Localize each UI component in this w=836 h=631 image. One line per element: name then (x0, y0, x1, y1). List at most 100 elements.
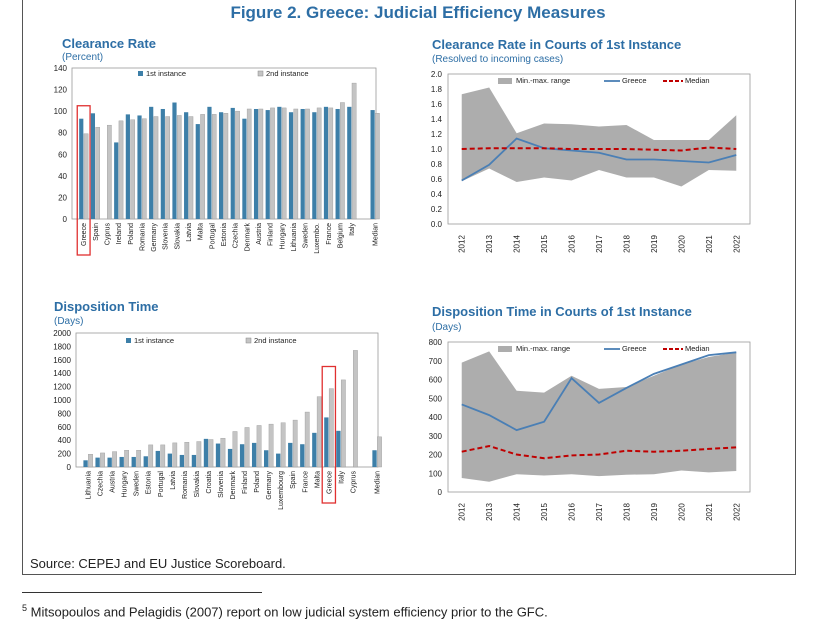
clearance_trend-xtick-label: 2021 (705, 235, 714, 253)
clearance-bar-first-instance (300, 108, 305, 219)
disposition-bar-second-instance (196, 441, 202, 468)
clearance-category-label: France (326, 223, 333, 245)
disposition-bar-first-instance (119, 456, 124, 467)
disposition-category-label: Czechia (98, 471, 105, 496)
clearance_trend-greece-line (461, 137, 737, 182)
clearance-bar-second-instance (165, 116, 170, 220)
disposition-bar-second-instance (112, 451, 117, 468)
clearance-trend-subtitle: (Resolved to incoming cases) (432, 54, 564, 65)
figure-frame (22, 0, 796, 575)
clearance-category-label: Cyprus (104, 223, 111, 246)
disposition-bar-first-instance (227, 448, 233, 467)
disposition-bar-second-instance (328, 388, 334, 468)
clearance-category-label: Spain (93, 223, 100, 241)
clearance-category-label: Czechia (233, 223, 240, 248)
clearance-legend-swatch-first (138, 71, 143, 76)
clearance_trend-xtick-label: 2012 (458, 235, 467, 253)
clearance-ytick-label: 100 (54, 107, 68, 116)
clearance-title: Clearance Rate (62, 36, 156, 51)
disposition-ytick-label: 600 (58, 423, 72, 432)
disposition_trend-xtick-label: 2016 (568, 503, 577, 521)
clearance_trend-ytick-label: 1.6 (431, 100, 443, 109)
clearance-category-label: Lithuania (291, 223, 298, 252)
disposition-category-label: Hungary (122, 471, 129, 498)
disposition-ytick-label: 1200 (53, 383, 71, 392)
disposition-bar-first-instance (288, 442, 293, 467)
clearance-category-label: Belgium (338, 223, 345, 248)
clearance-bar-first-instance (265, 110, 270, 219)
disposition_trend-ytick-label: 500 (429, 394, 443, 403)
disposition-ytick-label: 400 (58, 436, 72, 445)
clearance-bar-second-instance (211, 114, 217, 220)
disposition_trend-range-band (461, 351, 737, 482)
clearance_trend-range-band (461, 87, 737, 187)
clearance-bar-second-instance (235, 110, 240, 220)
disposition-bar-first-instance (215, 443, 221, 467)
disposition-category-label: France (302, 471, 309, 493)
clearance-category-label: Poland (128, 223, 135, 245)
disposition-category-label: Latvia (170, 471, 177, 490)
clearance-category-label: Italy (349, 223, 356, 236)
clearance-ytick-label: 40 (58, 172, 67, 181)
disposition_trend-median-line (461, 445, 737, 460)
disposition-category-label: Slovenia (218, 471, 225, 498)
disposition-category-label: Median (375, 471, 382, 494)
disposition-ytick-label: 200 (58, 450, 72, 459)
clearance-bar-first-instance (347, 106, 352, 219)
disposition-greece-highlight (321, 365, 337, 504)
clearance-chart: 0 20 40 60 80 100 120 140 Greece Spain Cyprus Irela… (54, 64, 380, 256)
clearance-category-label: Slovenia (163, 223, 170, 250)
disposition_trend-xtick-label: 2012 (458, 503, 467, 521)
clearance-category-label: Denmark (244, 223, 251, 252)
clearance-ytick-label: 80 (58, 129, 67, 138)
disposition-legend-label-first: 1st instance (134, 336, 174, 345)
clearance-bar-second-instance (130, 119, 135, 220)
disposition-trend-title: Disposition Time in Courts of 1st Instan… (432, 304, 692, 319)
clearance_trend-ytick-label: 0.2 (431, 205, 443, 214)
disposition-bar-first-instance (324, 417, 329, 467)
clearance_trend-xtick-label: 2022 (732, 235, 741, 253)
disposition-category-label: Austria (110, 471, 117, 493)
disposition-bar-second-instance (220, 437, 226, 468)
clearance-legend-label-first: 1st instance (146, 69, 186, 78)
disposition-category-label: Portugal (158, 471, 165, 498)
clearance-category-label: Hungary (279, 223, 286, 250)
clearance-ytick-label: 20 (58, 193, 67, 202)
clearance-bar-first-instance (230, 107, 235, 219)
figure-title: Figure 2. Greece: Judicial Efficiency Me… (230, 3, 606, 22)
clearance_trend-ytick-label: 2.0 (431, 70, 443, 79)
disposition-trend-subtitle: (Days) (432, 322, 462, 333)
clearance-category-label: Finland (268, 223, 275, 246)
clearance-bar-second-instance (107, 124, 112, 220)
source-note: Source: CEPEJ and EU Justice Scoreboard. (30, 556, 286, 571)
disposition-category-label: Malta (314, 471, 321, 488)
disposition-legend-label-second: 2nd instance (254, 336, 297, 345)
clearance-bar-second-instance (176, 115, 182, 220)
clearance-category-label: Sweden (303, 223, 310, 248)
disposition-category-label: Sweden (134, 471, 141, 496)
disposition-bar-first-instance (131, 456, 136, 467)
clearance-bar-second-instance (328, 107, 334, 220)
clearance_trend-ytick-label: 0.6 (431, 175, 443, 184)
clearance-bar-second-instance (200, 114, 205, 220)
disposition-ytick-label: 800 (58, 409, 72, 418)
clearance-bar-first-instance (195, 124, 200, 219)
disposition_trend-ytick-label: 200 (429, 451, 443, 460)
disposition-bar-first-instance (143, 456, 148, 467)
clearance-legend-swatch-second (257, 70, 264, 77)
disposition-bar-second-instance (100, 452, 105, 468)
disposition_trend-legend-label-range: Min.-max. range (516, 344, 570, 353)
disposition-legend-swatch-second (245, 337, 252, 344)
disposition-bar-first-instance (372, 450, 377, 467)
disposition-bar-second-instance (377, 436, 382, 468)
clearance_trend-legend-label-greece: Greece (622, 76, 647, 85)
disposition_trend-legend-label-median: Median (685, 344, 710, 353)
clearance-category-label: Greece (81, 223, 88, 246)
clearance-bar-second-instance (246, 108, 252, 220)
clearance-ytick-label: 140 (54, 64, 68, 73)
clearance_trend-xtick-label: 2019 (650, 235, 659, 253)
disposition-ytick-label: 2000 (53, 329, 71, 338)
disposition-bar-first-instance (312, 432, 317, 467)
clearance-ytick-label: 120 (54, 86, 68, 95)
disposition_trend-xtick-label: 2019 (650, 503, 659, 521)
